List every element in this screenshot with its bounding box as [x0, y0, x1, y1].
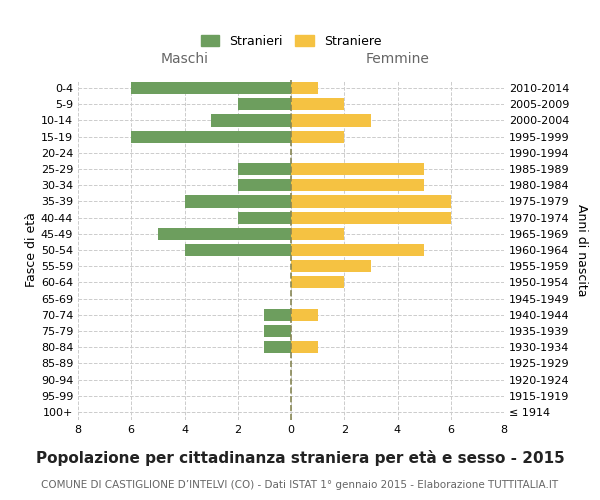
Y-axis label: Fasce di età: Fasce di età	[25, 212, 38, 288]
Text: Femmine: Femmine	[365, 52, 430, 66]
Bar	[291, 260, 371, 272]
Bar	[291, 98, 344, 110]
Bar	[238, 98, 291, 110]
Bar	[238, 212, 291, 224]
Bar	[131, 130, 291, 142]
Bar	[291, 212, 451, 224]
Bar	[291, 163, 424, 175]
Bar	[265, 341, 291, 353]
Bar	[291, 82, 317, 94]
Bar	[291, 114, 371, 126]
Text: Maschi: Maschi	[161, 52, 209, 66]
Bar	[291, 244, 424, 256]
Bar	[291, 130, 344, 142]
Bar	[291, 228, 344, 240]
Bar	[291, 179, 424, 192]
Legend: Stranieri, Straniere: Stranieri, Straniere	[194, 28, 388, 54]
Bar	[291, 276, 344, 288]
Bar	[185, 196, 291, 207]
Bar	[131, 82, 291, 94]
Text: COMUNE DI CASTIGLIONE D’INTELVI (CO) - Dati ISTAT 1° gennaio 2015 - Elaborazione: COMUNE DI CASTIGLIONE D’INTELVI (CO) - D…	[41, 480, 559, 490]
Bar	[238, 163, 291, 175]
Bar	[265, 308, 291, 321]
Text: Popolazione per cittadinanza straniera per età e sesso - 2015: Popolazione per cittadinanza straniera p…	[35, 450, 565, 466]
Y-axis label: Anni di nascita: Anni di nascita	[575, 204, 588, 296]
Bar	[211, 114, 291, 126]
Bar	[291, 196, 451, 207]
Bar	[291, 308, 317, 321]
Bar	[291, 341, 317, 353]
Bar	[185, 244, 291, 256]
Bar	[158, 228, 291, 240]
Bar	[238, 179, 291, 192]
Bar	[265, 325, 291, 337]
